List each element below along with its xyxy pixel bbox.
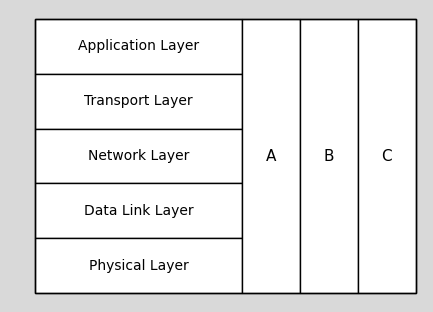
Text: Application Layer: Application Layer [78, 39, 199, 53]
Bar [35, 74, 242, 129]
Bar [358, 19, 416, 293]
Bar [242, 19, 300, 293]
Bar [35, 129, 242, 183]
Text: Data Link Layer: Data Link Layer [84, 204, 193, 218]
Bar [35, 19, 242, 74]
Text: B: B [324, 149, 334, 163]
Bar [35, 183, 242, 238]
Text: C: C [381, 149, 392, 163]
Text: Transport Layer: Transport Layer [84, 94, 193, 108]
Text: Network Layer: Network Layer [88, 149, 189, 163]
Bar [35, 19, 416, 293]
Bar [300, 19, 358, 293]
Bar [35, 19, 416, 293]
Bar [35, 238, 242, 293]
Text: Physical Layer: Physical Layer [89, 259, 188, 273]
Text: A: A [266, 149, 276, 163]
